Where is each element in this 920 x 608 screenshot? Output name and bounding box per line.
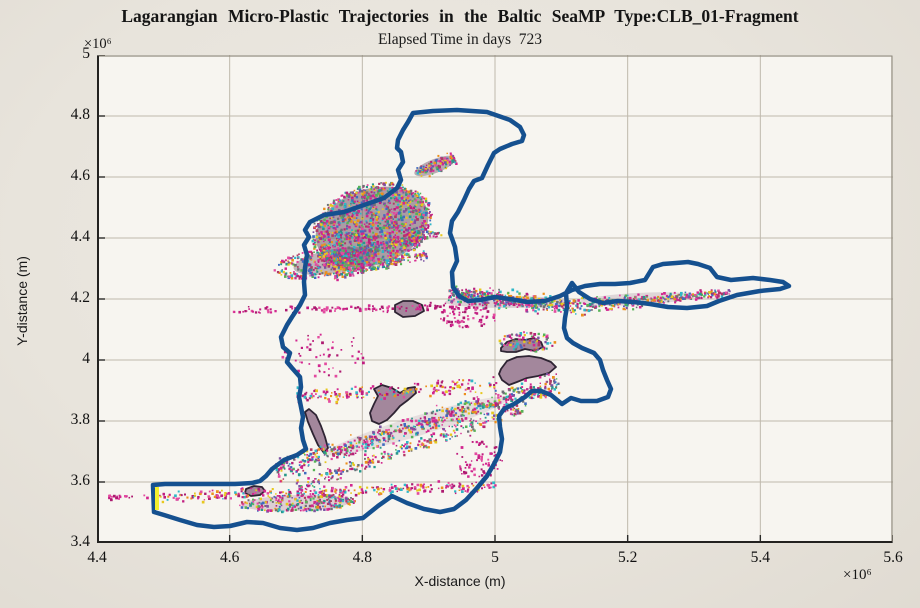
island-saaremaa: [498, 355, 557, 386]
particle-scatter: [108, 152, 731, 514]
x-axis-exponent-label: ×10⁶: [843, 567, 872, 583]
plot-area: [97, 55, 893, 543]
x-tick-label: 5: [491, 549, 499, 566]
chart-subtitle: Elapsed Time in days 723: [377, 31, 543, 48]
y-tick-label: 4.6: [70, 167, 90, 184]
x-axis-label: X-distance (m): [414, 573, 506, 589]
x-tick-label: 5.4: [750, 549, 771, 566]
x-tick-label: 5.2: [617, 549, 638, 566]
chart-title: Lagarangian Micro-Plastic Trajectories i…: [121, 6, 799, 26]
west-boundary-marker-bar: [155, 487, 159, 510]
island-islet-north-of-gotland: [394, 300, 425, 318]
y-tick-label: 4.8: [70, 106, 90, 123]
x-tick-label: 4.6: [219, 549, 240, 566]
plot-frame-top-right: [98, 55, 893, 542]
x-tick-label: 5.6: [883, 549, 903, 566]
y-tick-label: 3.8: [70, 411, 90, 428]
y-axis-label: Y-distance (m): [14, 256, 30, 346]
y-tick-label: 5: [82, 45, 90, 62]
y-axis-exponent-label: ×10⁶: [84, 36, 112, 52]
y-tick-label: 3.6: [70, 472, 90, 489]
x-tick-label: 4.4: [87, 549, 107, 566]
plot-frame-left-bottom: [97, 56, 892, 543]
island-bornholm: [244, 485, 266, 497]
y-tick-label: 3.4: [70, 533, 90, 550]
baltic-sea-coastline: [150, 107, 792, 533]
y-tick-label: 4: [82, 350, 90, 367]
y-tick-label: 4.2: [70, 289, 90, 306]
y-tick-label: 4.4: [70, 228, 90, 245]
x-tick-label: 4.8: [352, 549, 373, 566]
